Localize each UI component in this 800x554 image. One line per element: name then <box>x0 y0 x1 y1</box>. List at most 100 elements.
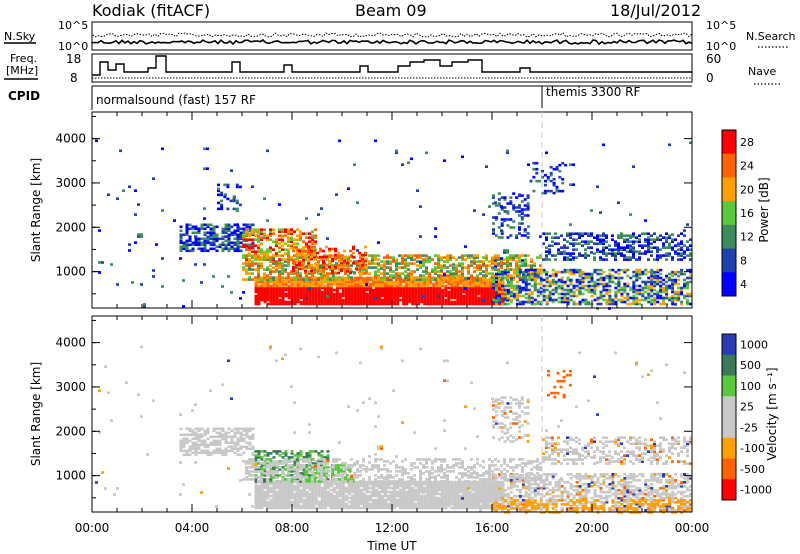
range-gate-cell <box>617 268 621 272</box>
range-gate-cell <box>426 490 430 494</box>
range-gate-cell <box>263 500 267 504</box>
range-gate-cell <box>491 262 494 265</box>
range-gate-cell <box>674 238 677 241</box>
range-gate-cell <box>656 278 660 282</box>
range-gate-cell <box>632 290 636 294</box>
range-gate-cell <box>368 272 371 275</box>
range-gate-cell <box>257 296 261 300</box>
range-gate-cell <box>515 294 519 298</box>
range-gate-cell <box>266 274 269 277</box>
range-gate-cell <box>296 502 300 506</box>
range-gate-cell <box>533 286 537 290</box>
range-gate-cell <box>492 504 495 508</box>
range-gate-cell <box>281 262 284 265</box>
range-gate-cell <box>435 292 439 296</box>
range-gate-cell <box>257 230 260 233</box>
range-gate-cell <box>548 252 551 255</box>
range-gate-cell <box>626 274 630 278</box>
range-gate-cell <box>269 278 272 281</box>
range-gate-cell <box>305 498 309 502</box>
range-gate-cell <box>468 500 472 504</box>
range-gate-cell <box>489 484 493 488</box>
range-gate-cell <box>359 490 363 494</box>
range-gate-cell <box>408 498 412 502</box>
range-gate-cell <box>527 268 531 272</box>
range-gate-cell <box>459 486 463 490</box>
range-gate-cell <box>444 284 448 288</box>
range-gate-cell <box>350 482 354 486</box>
range-gate-cell <box>332 502 336 506</box>
range-gate-cell <box>320 492 324 496</box>
range-gate-cell <box>396 498 400 502</box>
range-gate-cell <box>498 485 501 488</box>
range-gate-cell <box>381 294 384 298</box>
range-gate-cell <box>197 243 201 247</box>
range-gate-cell <box>401 256 404 259</box>
range-gate-cell <box>656 282 660 286</box>
range-gate-cell <box>215 235 219 239</box>
range-gate-cell <box>474 496 478 500</box>
range-gate-cell <box>485 270 488 273</box>
range-gate-cell <box>512 296 516 300</box>
range-gate-cell <box>402 490 406 494</box>
range-gate-cell <box>432 296 436 300</box>
range-gate-cell <box>635 278 639 282</box>
range-gate-cell <box>371 256 374 259</box>
range-gate-cell <box>689 276 692 280</box>
range-gate-cell <box>626 296 630 300</box>
range-gate-cell <box>447 502 451 506</box>
range-gate-cell <box>449 270 452 273</box>
range-gate-cell <box>365 296 369 300</box>
range-gate-cell <box>369 480 372 484</box>
range-gate-cell <box>662 286 666 290</box>
range-gate-cell <box>307 261 310 265</box>
range-gate-cell <box>420 294 424 298</box>
range-gate-cell <box>417 482 421 486</box>
range-gate-cell <box>455 272 458 275</box>
range-gate-cell <box>551 272 555 276</box>
range-gate-cell <box>512 204 516 207</box>
range-gate-cell <box>275 282 279 286</box>
range-gate-cell <box>329 278 332 281</box>
range-gate-cell <box>503 288 507 292</box>
range-gate-cell <box>650 246 653 249</box>
range-gate-cell <box>411 498 415 502</box>
range-gate-cell <box>498 488 501 492</box>
range-gate-cell <box>335 292 339 296</box>
range-gate-cell <box>443 159 446 162</box>
range-gate-cell <box>263 482 267 486</box>
range-gate-cell <box>656 300 660 304</box>
range-gate-cell <box>384 296 387 300</box>
range-gate-cell <box>311 494 315 498</box>
nsky-traces <box>91 32 693 46</box>
range-gate-cell <box>662 282 666 286</box>
range-gate-cell <box>632 250 635 253</box>
range-gate-cell <box>407 256 410 259</box>
range-gate-cell <box>560 251 563 254</box>
range-gate-cell <box>200 281 203 284</box>
range-gate-cell <box>518 204 521 207</box>
range-gate-cell <box>266 502 270 506</box>
range-gate-cell <box>248 252 251 255</box>
range-gate-cell <box>381 482 384 486</box>
range-gate-cell <box>656 292 660 296</box>
range-gate-cell <box>378 284 381 288</box>
range-gate-cell <box>242 236 245 239</box>
range-gate-cell <box>524 262 527 265</box>
range-gate-cell <box>334 271 337 275</box>
range-gate-cell <box>447 278 451 282</box>
range-gate-cell <box>623 282 627 286</box>
range-gate-cell <box>417 300 421 304</box>
range-gate-cell <box>405 292 409 296</box>
range-gate-cell <box>647 294 651 298</box>
range-gate-cell <box>459 300 463 304</box>
range-gate-cell <box>593 268 597 272</box>
range-gate-cell <box>383 266 386 269</box>
range-gate-cell <box>431 278 434 281</box>
range-gate-cell <box>662 300 666 304</box>
range-gate-cell <box>420 292 424 296</box>
range-gate-cell <box>638 276 642 280</box>
range-gate-cell <box>471 290 475 294</box>
range-gate-cell <box>350 496 354 500</box>
range-gate-cell <box>407 276 410 279</box>
